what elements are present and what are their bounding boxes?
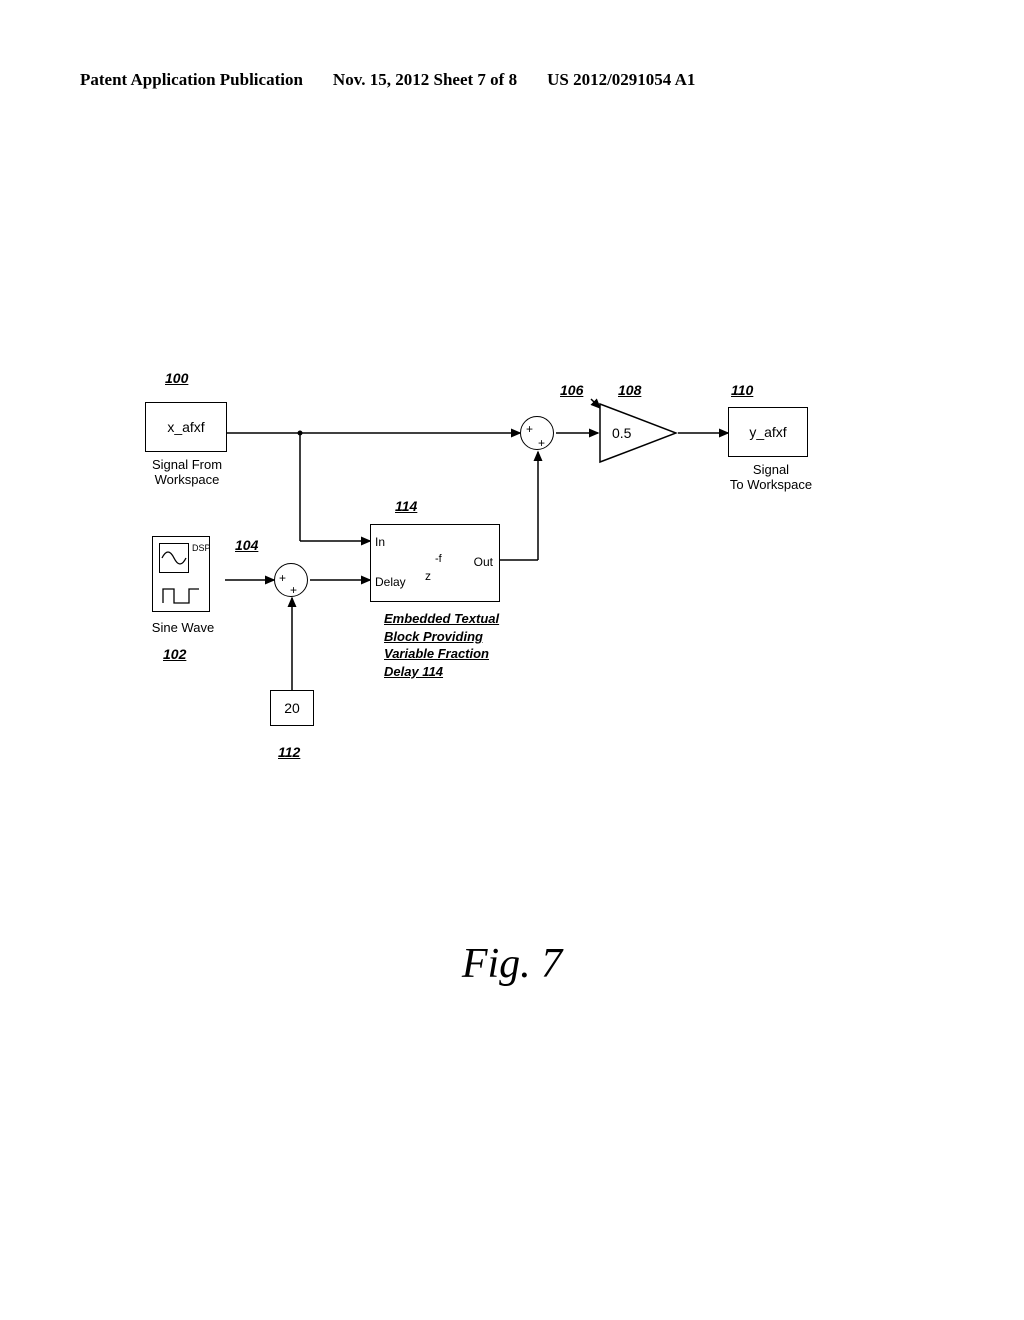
page-header: Patent Application Publication Nov. 15, …: [80, 70, 944, 90]
neg-f-label: -f: [435, 553, 442, 565]
port-delay: Delay: [375, 575, 406, 589]
sum-104-plus-left: +: [279, 571, 286, 585]
block-sine-wave: DSP: [152, 536, 210, 612]
annot-line2: Block Providing: [384, 628, 499, 646]
annot-line1: Embedded Textual: [384, 610, 499, 628]
ref-104: 104: [235, 537, 258, 553]
ref-106: 106: [560, 382, 583, 398]
block-gain: [598, 402, 678, 464]
const-20-value: 20: [284, 700, 300, 716]
sum-106-plus-left: +: [526, 422, 533, 436]
label-signal-to-workspace: Signal To Workspace: [716, 462, 826, 492]
z-label: z: [425, 569, 431, 583]
block-variable-fraction-delay: In Delay Out z -f: [370, 524, 500, 602]
ref-110: 110: [731, 382, 753, 398]
ref-108: 108: [618, 382, 641, 398]
sum-104-plus-bottom: +: [290, 583, 297, 597]
header-center: Nov. 15, 2012 Sheet 7 of 8: [333, 70, 517, 90]
annot-line4: Delay 114: [384, 663, 499, 681]
label-sine-wave: Sine Wave: [148, 620, 218, 635]
ref-102: 102: [163, 646, 186, 662]
annot-line3: Variable Fraction: [384, 645, 499, 663]
block-diagram: 100 106 108 110 114 104 102 112 x_afxf S…: [120, 360, 820, 780]
annotation-embedded-textual: Embedded Textual Block Providing Variabl…: [384, 610, 499, 680]
sine-wave-icon: [161, 546, 187, 570]
gain-value: 0.5: [612, 425, 631, 441]
ref-114: 114: [395, 498, 417, 514]
header-left: Patent Application Publication: [80, 70, 303, 90]
step-icon: [161, 579, 201, 607]
figure-caption: Fig. 7: [462, 940, 562, 988]
port-out: Out: [474, 555, 493, 569]
port-in: In: [375, 535, 385, 549]
block-signal-to-workspace: y_afxf: [728, 407, 808, 457]
block-text-yafxf: y_afxf: [749, 424, 786, 440]
header-right: US 2012/0291054 A1: [547, 70, 695, 90]
label-signal-from-workspace: Signal From Workspace: [142, 457, 232, 487]
dsp-label: DSP: [192, 543, 211, 553]
block-constant-20: 20: [270, 690, 314, 726]
ref-100: 100: [165, 370, 188, 386]
sum-106-plus-bottom: +: [538, 436, 545, 450]
block-signal-from-workspace: x_afxf: [145, 402, 227, 452]
block-text-xafxf: x_afxf: [167, 419, 204, 435]
ref-112: 112: [278, 744, 300, 760]
